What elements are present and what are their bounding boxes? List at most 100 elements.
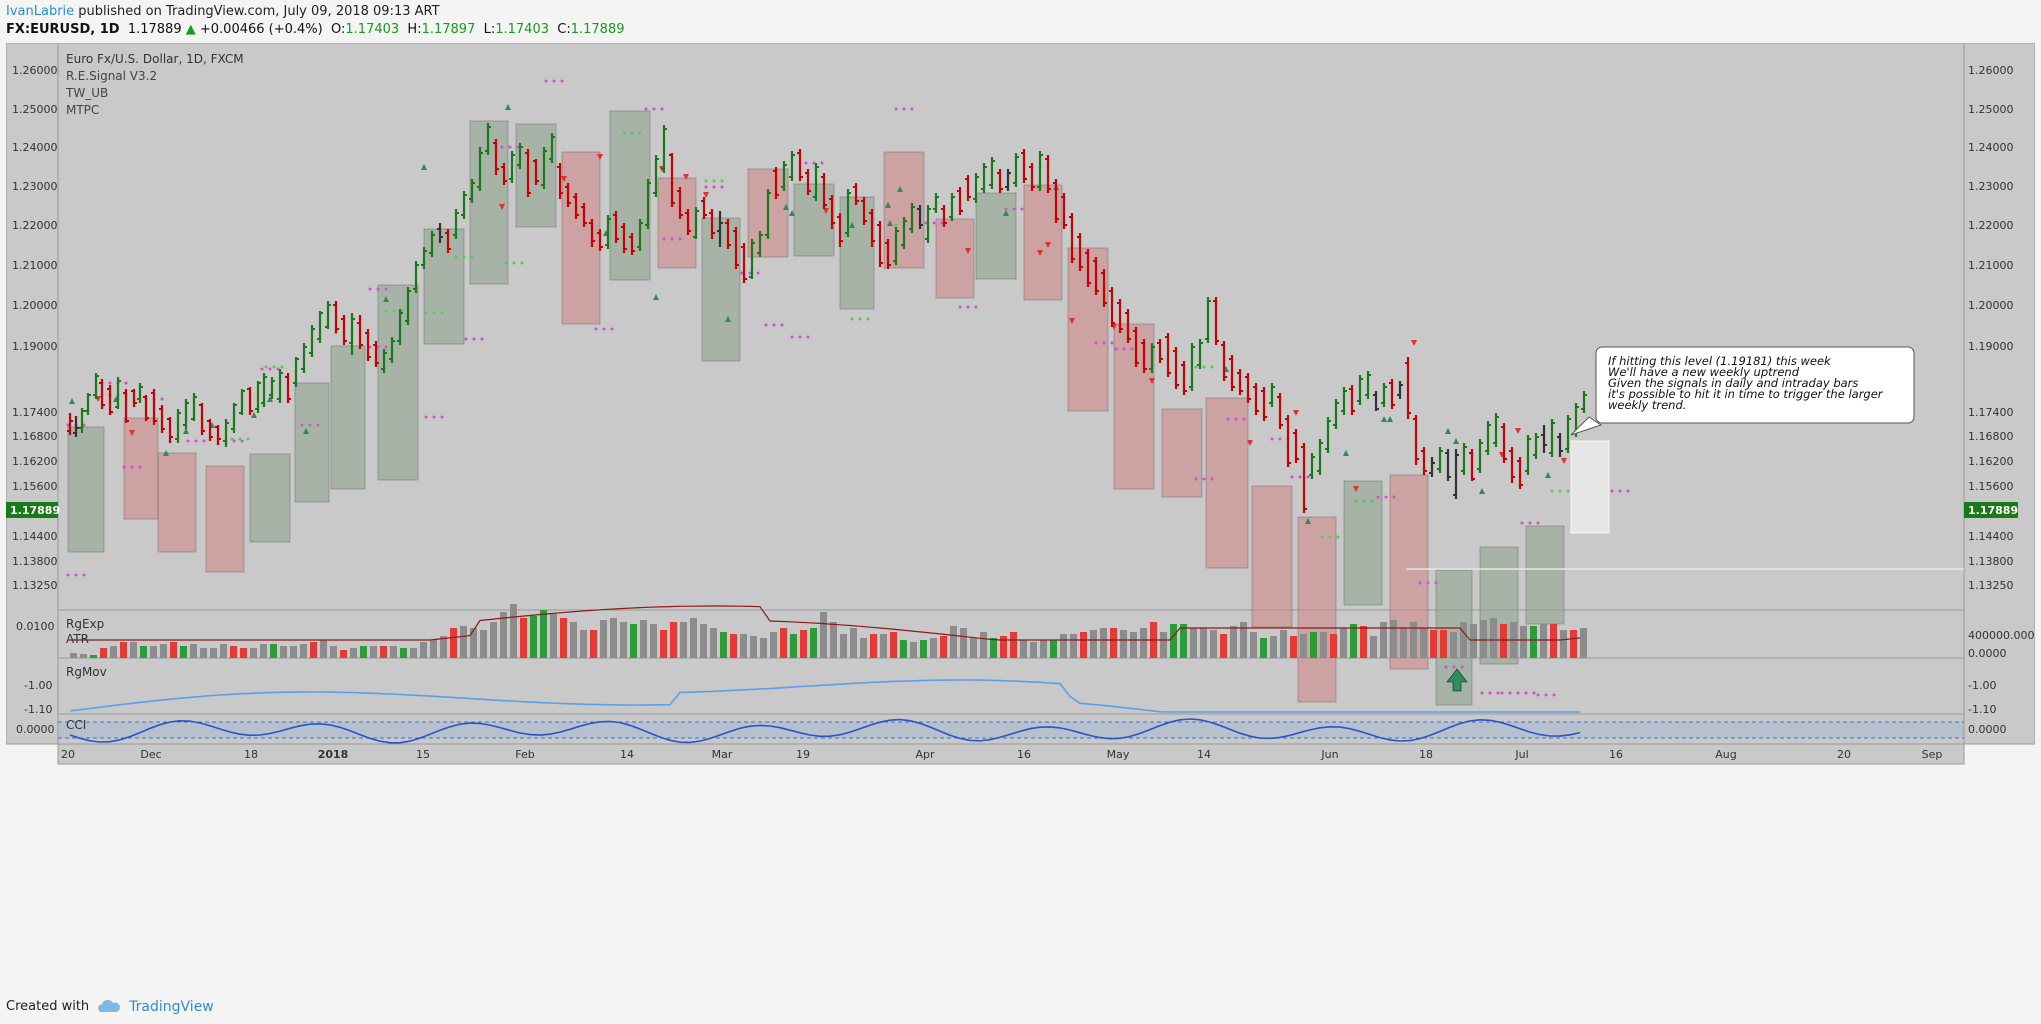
atr-histogram-bar — [480, 630, 487, 658]
right-price-scale[interactable] — [1963, 42, 2036, 745]
atr-histogram-bar — [1140, 628, 1147, 658]
legend-title[interactable]: Euro Fx/U.S. Dollar, 1D, FXCM — [66, 52, 244, 66]
atr-histogram-bar — [510, 604, 517, 658]
stop-dot — [138, 465, 142, 469]
atr-histogram-bar — [1070, 634, 1077, 658]
ohlc-bar — [733, 227, 739, 269]
legend-indicator-3[interactable]: MTPC — [66, 103, 99, 117]
created-with-label: Created with — [6, 999, 90, 1014]
legend-indicator-1[interactable]: R.E.Signal V3.2 — [66, 69, 157, 83]
rgmov-line — [69, 679, 1580, 713]
ohlc-bar — [757, 231, 763, 257]
indicator-pane-rgmov[interactable] — [57, 657, 1965, 715]
time-label: 20 — [61, 748, 75, 761]
ohlc-bar — [1149, 343, 1155, 373]
stop-dot — [464, 337, 468, 341]
last-price-tag-left — [6, 502, 58, 518]
up-arrow-icon: ▲ — [185, 22, 196, 37]
ohlc-bar — [581, 203, 587, 227]
stop-dot — [462, 255, 466, 259]
atr-histogram-bar — [1560, 630, 1567, 658]
atr-histogram-bar — [200, 648, 207, 658]
ohlc-bar — [167, 417, 173, 443]
ohlc-bar — [717, 211, 723, 247]
ohlc-bar — [269, 377, 275, 399]
stop-dot — [130, 465, 134, 469]
stop-dot — [704, 179, 708, 183]
stop-dot — [1520, 521, 1524, 525]
ohlc-bar — [661, 125, 667, 173]
ohlc-bar — [1397, 381, 1403, 399]
atr-histogram-bar — [260, 644, 267, 658]
ohlc-bar — [99, 379, 105, 409]
stop-dot — [1508, 691, 1512, 695]
stop-dot — [1004, 207, 1008, 211]
cci-plot — [58, 718, 1964, 744]
ohlc-bar — [1341, 387, 1347, 415]
ohlc-bar — [685, 209, 691, 235]
stop-dot — [704, 185, 708, 189]
stop-dot — [804, 161, 808, 165]
tradingview-brand-link[interactable]: TradingView — [129, 999, 214, 1015]
ohlc-bar — [1293, 429, 1299, 463]
ohlc-bar — [349, 313, 355, 355]
price-tick-right: 1.16800 — [1968, 430, 2014, 443]
stop-dot — [300, 423, 304, 427]
atr-histogram-bar — [1120, 630, 1127, 658]
stop-dot — [122, 465, 126, 469]
author-link[interactable]: IvanLabrie — [6, 4, 75, 19]
footer: Created with TradingView — [6, 994, 214, 1020]
target-zone-box[interactable] — [1570, 440, 1610, 534]
atr-histogram-bar — [130, 642, 137, 658]
left-price-ticks: 1.26000 1.25000 1.24000 1.23000 1.22000 1.210… — [12, 64, 58, 592]
callout-box[interactable] — [1595, 346, 1915, 424]
atr-histogram-bar — [1340, 628, 1347, 658]
stop-dot — [602, 327, 606, 331]
indicator-pane-cci[interactable] — [57, 713, 1965, 745]
stop-dot — [780, 323, 784, 327]
chart-canvas[interactable]: 1.26000 1.25000 1.24000 1.23000 1.22000 1.210… — [5, 42, 2041, 988]
ohlc-bar — [1333, 399, 1339, 429]
ohlc-bar — [445, 229, 451, 253]
stop-dot — [966, 305, 970, 309]
buy-triangle-icon — [1381, 416, 1387, 422]
stop-dot — [1226, 417, 1230, 421]
price-tick-left: 1.15600 — [12, 480, 58, 493]
atr-histogram-bar — [890, 632, 897, 658]
stop-dot — [958, 305, 962, 309]
stop-dot — [440, 311, 444, 315]
ohlc-bar — [829, 195, 835, 229]
ohlc-bar — [565, 183, 571, 207]
price-tick-left: 1.26000 — [12, 64, 58, 77]
stop-dot — [622, 131, 626, 135]
atr-histogram-bar — [1220, 634, 1227, 658]
signal-box — [1023, 184, 1063, 301]
ohlc-bar — [1429, 457, 1435, 477]
stop-dot — [504, 261, 508, 265]
price-tick-left: 1.24000 — [12, 141, 58, 154]
ohlc-bar — [917, 205, 923, 229]
main-pane[interactable] — [57, 42, 1965, 611]
legend-indicator-2[interactable]: TW_UB — [65, 86, 108, 100]
buy-triangle-icon — [1445, 428, 1451, 434]
price-tick-right: 1.13800 — [1968, 555, 2014, 568]
ohlc-bar — [1445, 449, 1451, 481]
time-scale[interactable] — [57, 743, 1965, 765]
ohlc-bar — [255, 381, 261, 413]
pane1-right-tick-1: 400000.0000 — [1968, 629, 2035, 642]
atr-histogram-bar — [960, 628, 967, 658]
chart-area[interactable]: 1.26000 1.25000 1.24000 1.23000 1.22000 1.210… — [5, 42, 2041, 988]
pane2-right-tick-1: -1.00 — [1968, 679, 1996, 692]
pane3-label: CCI — [66, 718, 86, 732]
atr-histogram-bar — [330, 646, 337, 658]
stop-dot — [512, 261, 516, 265]
ohlc-bar — [1301, 443, 1307, 513]
left-price-scale[interactable] — [5, 42, 59, 745]
price-tick-left: 1.13800 — [12, 555, 58, 568]
ohlc-bar — [845, 189, 851, 237]
time-label: 14 — [620, 748, 634, 761]
symbol-label[interactable]: FX:EURUSD, 1D — [6, 22, 120, 37]
stop-dot — [1354, 499, 1358, 503]
stop-dot — [894, 107, 898, 111]
ohlc-bar — [1221, 341, 1227, 381]
